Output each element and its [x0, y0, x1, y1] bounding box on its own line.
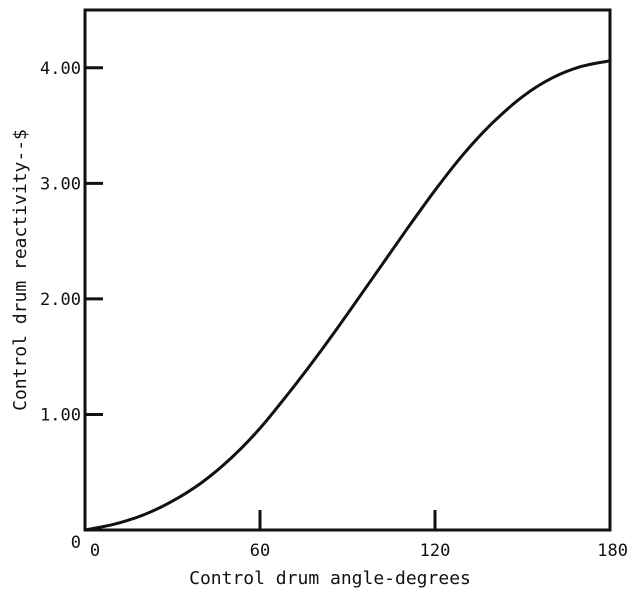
y-axis-label: Control drum reactivity--$ [10, 129, 31, 411]
x-tick-label: 0 [90, 541, 100, 561]
y-tick-label: 0 [71, 533, 81, 553]
y-tick-label: 4.00 [40, 59, 81, 79]
x-tick-label: 60 [250, 541, 270, 561]
plot-frame [83, 8, 612, 532]
x-axis-label: Control drum angle-degrees [189, 568, 471, 589]
y-axis-ticks: 0 1.00 2.00 3.00 4.00 [40, 59, 103, 553]
y-tick-label: 1.00 [40, 405, 81, 425]
y-tick-label: 3.00 [40, 174, 81, 194]
reactivity-curve [83, 59, 612, 532]
x-axis-ticks: 0 60 120 180 [90, 510, 628, 561]
y-tick-label: 2.00 [40, 290, 81, 310]
x-tick-label: 180 [597, 541, 628, 561]
x-tick-label: 120 [420, 541, 451, 561]
